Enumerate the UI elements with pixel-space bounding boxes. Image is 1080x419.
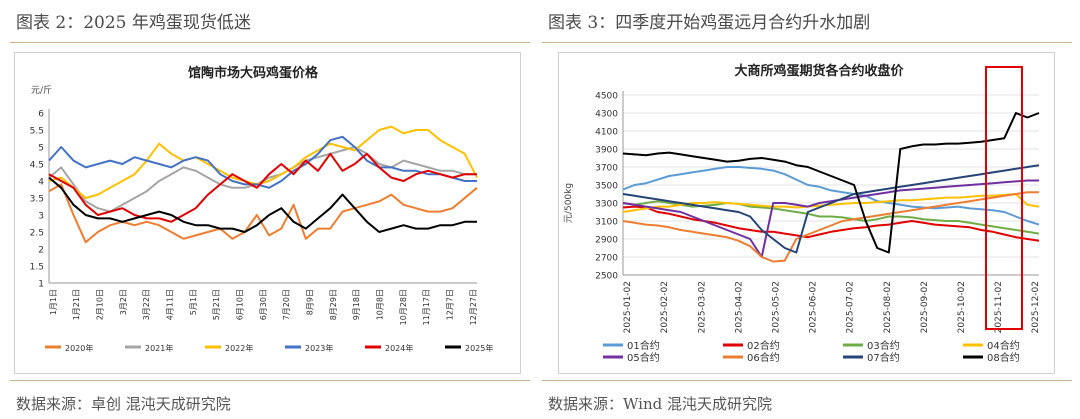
y-tick-label: 1 bbox=[38, 280, 44, 290]
y-axis-label: 元/斤 bbox=[31, 85, 52, 96]
x-tick-label: 2025-01-02 bbox=[623, 281, 633, 333]
legend-label: 04合约 bbox=[987, 339, 1020, 352]
x-tick-label: 2025-06-02 bbox=[809, 281, 819, 333]
legend-label: 2022年 bbox=[225, 343, 253, 353]
legend-label: 02合约 bbox=[747, 339, 780, 352]
series-line-08合约 bbox=[622, 112, 1040, 254]
series-line-06合约 bbox=[622, 191, 1039, 263]
legend-label: 03合约 bbox=[867, 339, 900, 352]
y-tick-label: 3.5 bbox=[30, 195, 44, 205]
right-title-rule bbox=[542, 42, 1072, 43]
right-figure-title: 图表 3：四季度开始鸡蛋远月合约升水加剧 bbox=[548, 13, 871, 33]
x-tick-label: 2025-11-02 bbox=[994, 281, 1004, 333]
y-tick-label: 2 bbox=[38, 246, 44, 256]
x-tick-label: 8月29日 bbox=[329, 289, 338, 320]
x-tick-label: 2025-08-02 bbox=[883, 281, 893, 333]
y-tick-label: 4300 bbox=[595, 110, 618, 120]
left-figure-title: 图表 2：2025 年鸡蛋现货低迷 bbox=[16, 13, 251, 33]
x-tick-label: 2025-10-02 bbox=[957, 281, 967, 333]
x-tick-label: 2025-04-02 bbox=[734, 281, 744, 333]
chart-title: 大商所鸡蛋期货各合约收盘价 bbox=[734, 63, 904, 79]
right-chart-panel: 大商所鸡蛋期货各合约收盘价元/500kg 2500 2700 2900 3100 3300… bbox=[558, 52, 1055, 374]
x-tick-label: 1月1日 bbox=[49, 289, 58, 315]
left-chart-panel: 馆陶市场大码鸡蛋价格元/斤 1 1.5 2 2.5 3 3.5 4 4.5 5 5.5 6 1月1日 1月… bbox=[14, 52, 521, 374]
y-tick-label: 6 bbox=[38, 110, 44, 120]
y-tick-label: 2.5 bbox=[30, 229, 44, 239]
x-tick-label: 12月7日 bbox=[445, 289, 454, 320]
y-tick-label: 4500 bbox=[595, 92, 618, 102]
y-axis-label: 元/500kg bbox=[564, 183, 574, 223]
series-line-04合约 bbox=[622, 193, 1040, 213]
legend-label: 2020年 bbox=[65, 343, 93, 353]
y-tick-label: 1.5 bbox=[30, 263, 44, 273]
y-tick-label: 5 bbox=[38, 144, 44, 154]
y-tick-label: 3300 bbox=[595, 200, 618, 210]
series-line-2024年 bbox=[48, 152, 477, 223]
x-tick-label: 3月2日 bbox=[119, 289, 128, 315]
legend-label: 2021年 bbox=[145, 343, 173, 353]
q4-highlight-box bbox=[985, 66, 1023, 330]
y-tick-label: 4 bbox=[38, 178, 44, 188]
left-source-rule bbox=[10, 380, 530, 381]
y-tick-label: 4.5 bbox=[30, 161, 44, 171]
x-tick-label: 6月30日 bbox=[259, 289, 268, 320]
legend-label: 06合约 bbox=[747, 351, 780, 364]
series-line-2021年 bbox=[48, 146, 477, 213]
x-tick-label: 2025-12-02 bbox=[1031, 281, 1041, 333]
x-tick-label: 3月22日 bbox=[142, 289, 151, 320]
left-title-rule bbox=[10, 42, 530, 43]
series-line-01合约 bbox=[622, 166, 1040, 226]
legend-label: 05合约 bbox=[627, 351, 660, 364]
x-tick-label: 10月28日 bbox=[399, 289, 408, 325]
series-line-02合约 bbox=[622, 205, 1040, 242]
x-tick-label: 2025-03-02 bbox=[697, 281, 707, 333]
y-tick-label: 3700 bbox=[595, 164, 618, 174]
x-tick-label: 10月8日 bbox=[375, 289, 384, 320]
y-tick-label: 2900 bbox=[595, 236, 618, 246]
x-tick-label: 2025-05-02 bbox=[772, 281, 782, 333]
x-tick-label: 9月18日 bbox=[352, 289, 361, 320]
chart-title: 馆陶市场大码鸡蛋价格 bbox=[188, 65, 319, 81]
x-tick-label: 11月17日 bbox=[422, 289, 431, 325]
y-tick-label: 4100 bbox=[595, 128, 618, 138]
x-tick-label: 12月27日 bbox=[469, 289, 478, 325]
x-tick-label: 5月21日 bbox=[212, 289, 221, 320]
x-tick-label: 2月10日 bbox=[95, 289, 104, 320]
series-line-03合约 bbox=[622, 200, 1040, 235]
x-tick-label: 1月21日 bbox=[72, 289, 81, 320]
x-tick-label: 8月9日 bbox=[305, 289, 314, 315]
legend-label: 2023年 bbox=[305, 343, 333, 353]
y-tick-label: 3100 bbox=[595, 218, 618, 228]
right-source-rule bbox=[542, 380, 1072, 381]
y-tick-label: 2700 bbox=[595, 254, 618, 264]
x-tick-label: 2025-02-02 bbox=[660, 281, 670, 333]
series-line-2020年 bbox=[48, 183, 478, 244]
legend-label: 07合约 bbox=[867, 351, 900, 364]
y-tick-label: 3 bbox=[38, 212, 44, 222]
series-line-2023年 bbox=[48, 135, 477, 189]
x-tick-label: 7月20日 bbox=[282, 289, 291, 320]
series-line-2025年 bbox=[48, 176, 477, 233]
x-tick-label: 6月10日 bbox=[235, 289, 244, 320]
y-tick-label: 5.5 bbox=[30, 127, 44, 137]
series-line-2022年 bbox=[48, 125, 478, 199]
legend-label: 01合约 bbox=[627, 339, 660, 352]
right-source-note: 数据来源：Wind 混沌天成研究院 bbox=[548, 395, 772, 413]
y-tick-label: 2500 bbox=[595, 272, 618, 282]
series-line-07合约 bbox=[622, 164, 1040, 254]
x-tick-label: 4月11日 bbox=[165, 289, 174, 320]
x-tick-label: 2025-07-02 bbox=[846, 281, 856, 333]
y-tick-label: 3500 bbox=[595, 182, 618, 192]
x-tick-label: 5月1日 bbox=[189, 289, 198, 315]
x-tick-label: 2025-09-02 bbox=[920, 281, 930, 333]
legend-label: 2025年 bbox=[465, 343, 493, 353]
legend-label: 2024年 bbox=[385, 343, 413, 353]
y-tick-label: 3900 bbox=[595, 146, 618, 156]
series-line-05合约 bbox=[622, 179, 1039, 258]
legend-label: 08合约 bbox=[987, 351, 1020, 364]
left-source-note: 数据来源：卓创 混沌天成研究院 bbox=[16, 395, 231, 413]
